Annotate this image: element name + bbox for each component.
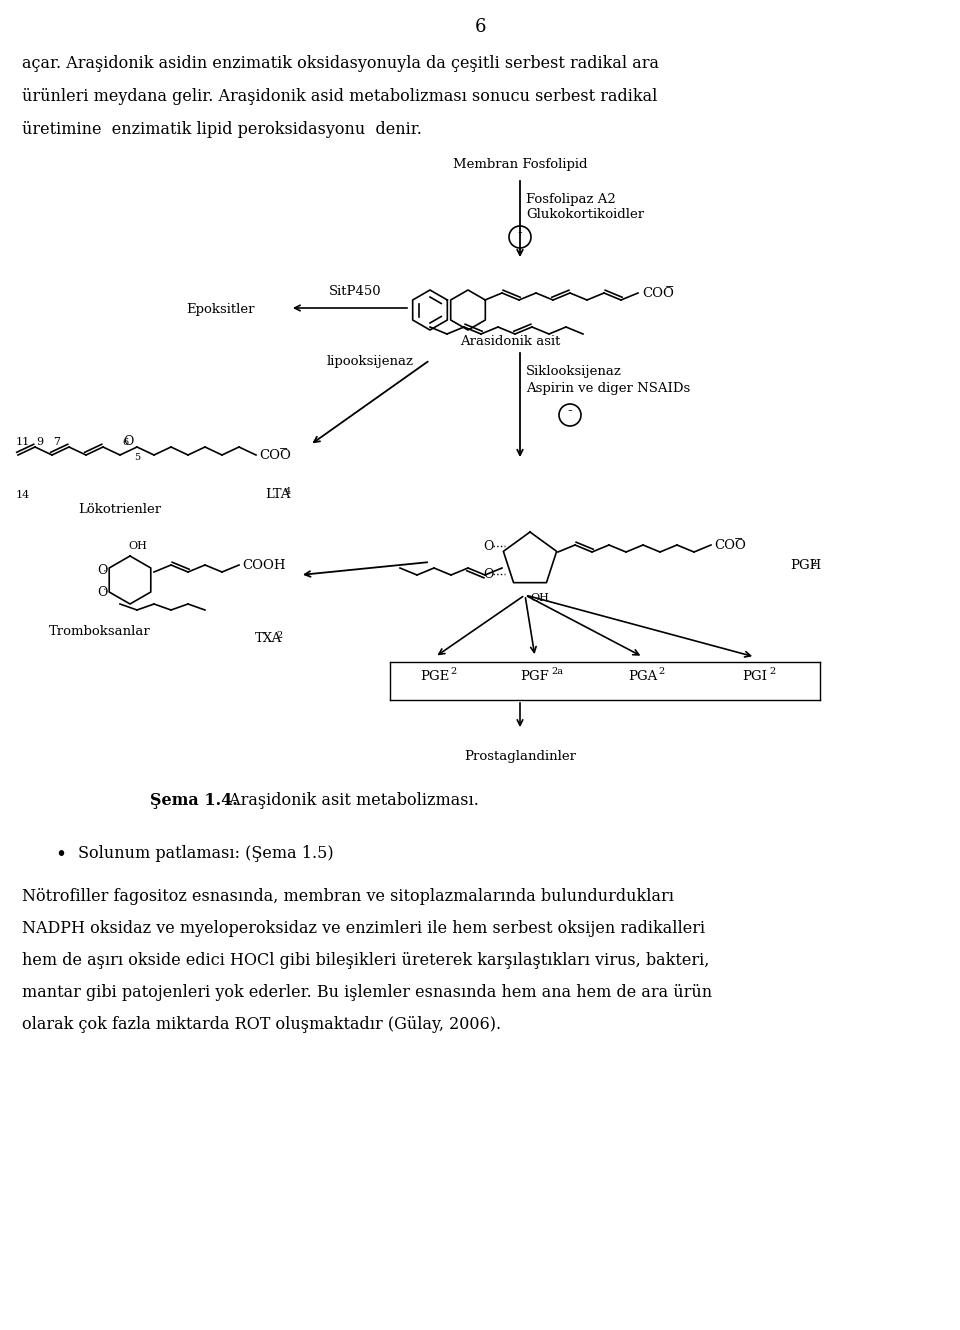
Text: LTA: LTA [265, 488, 290, 501]
Text: O: O [483, 540, 493, 552]
Text: COO: COO [259, 448, 291, 462]
Text: Araşidonik asit metabolizması.: Araşidonik asit metabolizması. [224, 791, 479, 809]
Text: lipooksijenaz: lipooksijenaz [326, 355, 414, 368]
Text: PGF: PGF [520, 670, 549, 684]
Text: Membran Fosfolipid: Membran Fosfolipid [453, 158, 588, 172]
Text: 2: 2 [276, 630, 282, 640]
Text: 11: 11 [16, 438, 30, 447]
Text: PGE: PGE [420, 670, 449, 684]
Text: Nötrofiller fagositoz esnasında, membran ve sitoplazmalarında bulundurdukları: Nötrofiller fagositoz esnasında, membran… [22, 888, 674, 904]
Text: mantar gibi patojenleri yok ederler. Bu işlemler esnasında hem ana hem de ara ür: mantar gibi patojenleri yok ederler. Bu … [22, 984, 712, 1001]
Text: üretimine  enzimatik lipid peroksidasyonu  denir.: üretimine enzimatik lipid peroksidasyonu… [22, 121, 421, 138]
Text: 9: 9 [36, 438, 43, 447]
Text: Tromboksanlar: Tromboksanlar [49, 625, 151, 638]
Text: 6: 6 [474, 19, 486, 36]
Text: OH: OH [129, 541, 148, 551]
Text: 14: 14 [16, 489, 31, 500]
Text: Lökotrienler: Lökotrienler [79, 503, 161, 516]
Text: 4: 4 [285, 487, 291, 496]
Text: O: O [97, 564, 108, 576]
Text: olarak çok fazla miktarda ROT oluşmaktadır (Gülay, 2006).: olarak çok fazla miktarda ROT oluşmaktad… [22, 1016, 501, 1033]
Text: −: − [734, 535, 743, 544]
Text: COO: COO [642, 286, 674, 299]
Text: Epoksitler: Epoksitler [185, 303, 254, 317]
Text: 7: 7 [54, 438, 60, 447]
Text: O: O [97, 585, 108, 598]
Text: 2: 2 [450, 668, 456, 676]
Text: -: - [567, 404, 572, 418]
Text: Glukokortikoidler: Glukokortikoidler [526, 207, 644, 221]
Text: −: − [279, 444, 288, 454]
Text: NADPH oksidaz ve myeloperoksidaz ve enzimleri ile hem serbest oksijen radikaller: NADPH oksidaz ve myeloperoksidaz ve enzi… [22, 920, 706, 938]
Text: açar. Araşidonik asidin enzimatik oksidasyonuyla da çeşitli serbest radikal ara: açar. Araşidonik asidin enzimatik oksida… [22, 55, 659, 72]
Text: hem de aşırı okside edici HOCl gibi bileşikleri üreterek karşılaştıkları virus, : hem de aşırı okside edici HOCl gibi bile… [22, 952, 709, 970]
Text: O: O [483, 568, 493, 580]
Text: •: • [55, 845, 66, 865]
Text: PGH: PGH [790, 559, 821, 572]
Text: 5: 5 [134, 454, 140, 462]
Text: TXA: TXA [255, 632, 282, 645]
Text: Aspirin ve diger NSAIDs: Aspirin ve diger NSAIDs [526, 382, 690, 395]
Text: PGI: PGI [742, 670, 767, 684]
Text: SitP450: SitP450 [328, 285, 381, 298]
Text: 2: 2 [810, 559, 816, 568]
Text: Arasidonik asit: Arasidonik asit [460, 335, 561, 348]
Text: 2a: 2a [551, 668, 563, 676]
Text: -: - [517, 226, 522, 239]
Text: Fosfolipaz A2: Fosfolipaz A2 [526, 193, 615, 206]
Text: −: − [665, 282, 674, 293]
Text: ürünleri meydana gelir. Araşidonik asid metabolizması sonucu serbest radikal: ürünleri meydana gelir. Araşidonik asid … [22, 88, 658, 105]
Text: Prostaglandinler: Prostaglandinler [464, 750, 576, 763]
Text: O: O [123, 435, 133, 447]
Text: PGA: PGA [629, 670, 658, 684]
Text: 2: 2 [658, 668, 664, 676]
Text: COOH: COOH [242, 559, 285, 572]
Text: OH: OH [531, 593, 549, 602]
Text: COO: COO [714, 539, 746, 552]
Text: 2: 2 [769, 668, 776, 676]
Text: Solunum patlaması: (Şema 1.5): Solunum patlaması: (Şema 1.5) [78, 845, 334, 862]
Text: Şema 1.4.: Şema 1.4. [150, 791, 238, 809]
Text: 6: 6 [122, 438, 128, 447]
Text: Siklooksijenaz: Siklooksijenaz [526, 364, 622, 378]
